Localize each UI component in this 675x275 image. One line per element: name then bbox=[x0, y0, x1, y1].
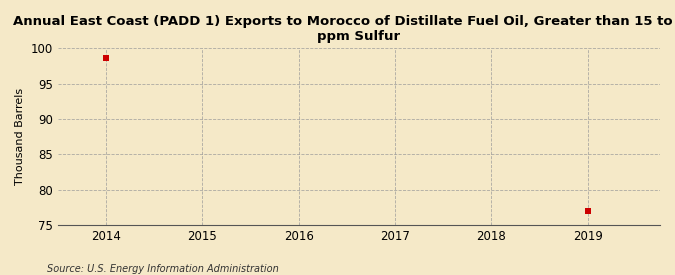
Y-axis label: Thousand Barrels: Thousand Barrels bbox=[15, 88, 25, 185]
Title: Annual East Coast (PADD 1) Exports to Morocco of Distillate Fuel Oil, Greater th: Annual East Coast (PADD 1) Exports to Mo… bbox=[13, 15, 675, 43]
Text: Source: U.S. Energy Information Administration: Source: U.S. Energy Information Administ… bbox=[47, 264, 279, 274]
